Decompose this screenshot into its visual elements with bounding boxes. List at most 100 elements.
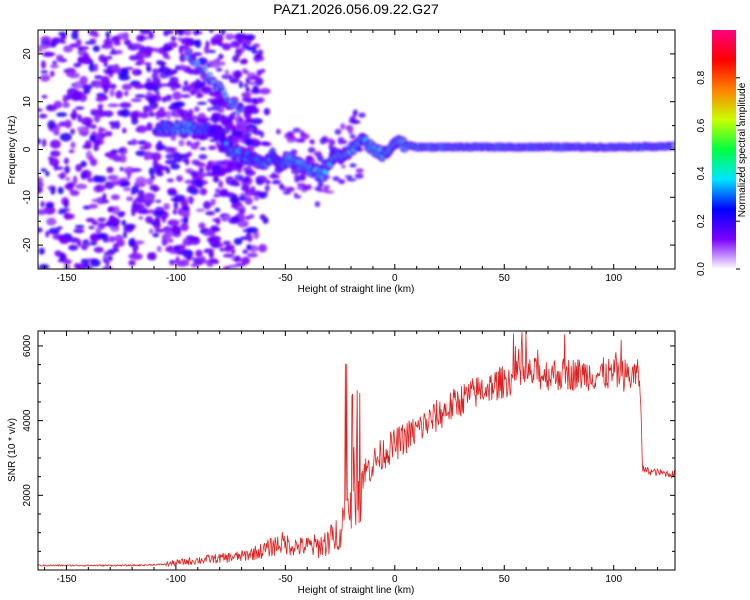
spectrogram-y-tick-label: 0 bbox=[22, 146, 33, 152]
spectrogram-noise-cell bbox=[63, 199, 69, 209]
spectrogram-noise-cell bbox=[52, 60, 58, 65]
spectrogram-noise-cell bbox=[110, 83, 117, 90]
spectrogram-noise-cell bbox=[209, 30, 214, 34]
spectrogram-noise-cell bbox=[109, 51, 119, 55]
spectrogram-noise-cell bbox=[255, 178, 264, 186]
spectrogram-noise-cell bbox=[173, 154, 183, 163]
spectrogram-noise-cell bbox=[220, 30, 226, 36]
spectrogram-noise-cell bbox=[124, 66, 134, 70]
spectrogram-noise-cell bbox=[165, 55, 171, 60]
spectrogram-noise-cell bbox=[170, 135, 177, 141]
spectrogram-noise-cell bbox=[136, 70, 142, 75]
spectrogram-noise-cell bbox=[165, 167, 171, 174]
spectrogram-noise-cell bbox=[121, 83, 133, 91]
spectrogram-noise-cell bbox=[178, 139, 185, 147]
spectrogram-noise-cell bbox=[94, 75, 103, 80]
spectrogram-noise-cell bbox=[59, 132, 72, 142]
spectrogram-noise-cell bbox=[48, 227, 60, 235]
snr-panel: -150 -100 -50 0 50 100 2000 4000 6000 Height of… bbox=[7, 330, 676, 596]
spectrogram-noise-cell bbox=[132, 200, 137, 204]
spectrogram-y-tick-label: -20 bbox=[22, 237, 33, 252]
spectrogram-noise-cell bbox=[40, 70, 49, 74]
spectrogram-x-tick-label: 50 bbox=[499, 273, 511, 284]
spectrogram-noise-cell bbox=[95, 227, 102, 235]
spectrogram-noise-cell bbox=[97, 217, 107, 222]
colorbar-tick-label: 0.0 bbox=[696, 262, 707, 276]
spectrogram-noise-cell bbox=[334, 128, 342, 135]
spectrogram-noise-cell bbox=[248, 139, 254, 145]
spectrogram-noise-cell bbox=[177, 37, 183, 42]
spectrogram-noise-cell bbox=[168, 41, 177, 47]
spectrogram-noise-cell bbox=[243, 83, 248, 87]
snr-x-tick-label: 50 bbox=[499, 574, 511, 585]
spectrogram-noise-cell bbox=[108, 215, 116, 224]
spectrogram-noise-cell bbox=[148, 96, 156, 105]
spectrogram-noise-cell bbox=[227, 264, 238, 269]
spectrogram-noise-cell bbox=[214, 188, 221, 194]
spectrogram-noise-cell bbox=[176, 175, 183, 182]
spectrogram-noise-cell bbox=[131, 117, 139, 125]
spectrogram-noise-cell bbox=[131, 168, 142, 172]
spectrogram-noise-cell bbox=[148, 30, 154, 40]
spectrogram-noise-cell bbox=[108, 235, 116, 243]
spectrogram-noise-cell bbox=[38, 185, 43, 194]
spectrogram-noise-cell bbox=[241, 256, 250, 265]
spectrogram-noise-cell bbox=[115, 90, 123, 99]
spectrogram-noise-cell bbox=[38, 138, 41, 145]
spectrogram-noise-cell bbox=[77, 114, 82, 123]
spectrogram-noise-cell bbox=[182, 239, 189, 247]
spectrogram-noise-cell bbox=[159, 72, 170, 79]
spectrogram-noise-cell bbox=[38, 247, 45, 255]
spectrogram-noise-cell bbox=[195, 179, 204, 186]
spectrogram-noise-cell bbox=[233, 69, 242, 79]
spectrogram-noise-cell bbox=[195, 94, 203, 99]
spectrogram-noise-cell bbox=[63, 265, 71, 269]
spectrogram-noise-cell bbox=[166, 178, 175, 183]
spectrogram-noise-cell bbox=[92, 33, 100, 38]
spectrogram-noise-cell bbox=[319, 137, 326, 145]
spectrogram-noise-cell bbox=[84, 140, 92, 150]
spectrogram-noise-cell bbox=[196, 101, 207, 105]
spectrogram-noise-cell bbox=[208, 145, 217, 151]
spectrogram-noise-cell bbox=[50, 150, 61, 157]
spectrogram-noise-cell bbox=[38, 177, 43, 185]
spectrogram-branch-core bbox=[211, 80, 215, 83]
spectrogram-branch-core bbox=[232, 99, 236, 103]
spectrogram-noise-cell bbox=[62, 101, 70, 109]
spectrogram-noise-cell bbox=[203, 200, 211, 210]
spectrogram-noise-cell bbox=[173, 245, 180, 252]
spectrogram-noise-cell bbox=[128, 54, 139, 61]
spectrogram-noise-cell bbox=[206, 171, 211, 177]
spectrogram-noise-cell bbox=[239, 120, 248, 129]
spectrogram-noise-cell bbox=[146, 122, 153, 131]
spectrogram-y-axis-label: Frequency (Hz) bbox=[7, 116, 18, 185]
spectrogram-noise-cell bbox=[244, 175, 250, 182]
spectrogram-x-axis-label: Height of straight line (km) bbox=[298, 284, 415, 295]
colorbar-tick-label: 0.8 bbox=[696, 70, 707, 84]
spectrogram-noise-cell bbox=[189, 195, 194, 205]
spectrogram-noise-cell bbox=[94, 184, 106, 193]
spectrogram-noise-cell bbox=[246, 118, 254, 122]
spectrogram-noise-cell bbox=[243, 166, 253, 174]
spectrogram-noise-cell bbox=[211, 100, 221, 107]
spectrogram-noise-cell bbox=[217, 112, 222, 119]
spectrogram-noise-cell bbox=[230, 135, 240, 144]
spectrogram-noise-cell bbox=[228, 160, 234, 166]
spectrogram-noise-cell bbox=[251, 97, 259, 103]
spectrogram-noise-cell bbox=[218, 53, 224, 60]
spectrogram-noise-cell bbox=[132, 43, 142, 48]
spectrogram-noise-cell bbox=[248, 214, 255, 219]
spectrogram-noise-cell bbox=[92, 45, 100, 53]
spectrogram-y-tick-label: 20 bbox=[22, 48, 33, 60]
spectrogram-noise-cell bbox=[231, 248, 236, 255]
spectrogram-noise-cell bbox=[219, 188, 229, 197]
spectrogram-noise-cell bbox=[297, 175, 306, 182]
spectrogram-noise-cell bbox=[66, 93, 72, 101]
spectrogram-noise-cell bbox=[215, 67, 223, 72]
spectrogram-noise-cell bbox=[245, 132, 252, 138]
spectrogram-noise-cell bbox=[251, 50, 259, 54]
spectrogram-noise-cell bbox=[349, 134, 356, 140]
spectrogram-noise-cell bbox=[221, 166, 231, 173]
spectrogram-noise-cell bbox=[56, 112, 68, 117]
spectrogram-noise-cell bbox=[93, 246, 104, 253]
